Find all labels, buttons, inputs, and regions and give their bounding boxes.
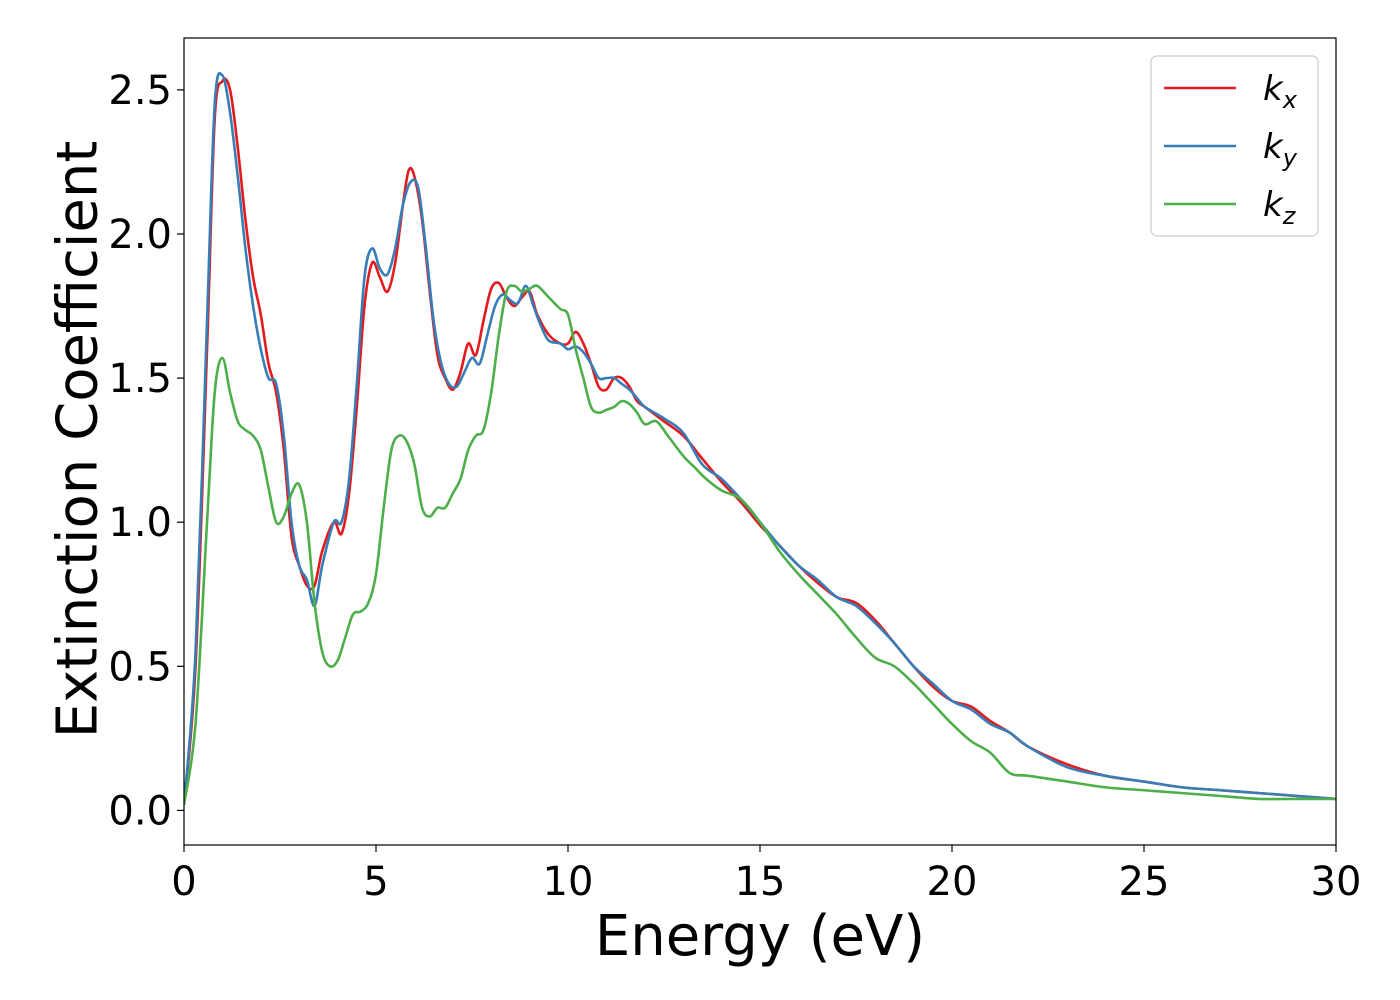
legend-label-y: ky (1263, 127, 1298, 172)
legend-label-x: kx (1263, 69, 1298, 114)
y-tick-label: 0.5 (108, 644, 172, 690)
y-tick-label: 1.5 (108, 356, 172, 402)
x-tick-label: 15 (735, 859, 786, 905)
y-tick-label: 2.5 (108, 68, 172, 114)
x-axis-ticks: 0 5 10 15 20 25 30 (171, 845, 1361, 905)
series-line-y (184, 71, 1336, 805)
x-tick-label: 20 (927, 859, 978, 905)
x-tick-label: 30 (1311, 859, 1362, 905)
x-tick-label: 0 (171, 859, 196, 905)
y-axis-ticks: 0.0 0.5 1.0 1.5 2.0 2.5 (108, 68, 184, 834)
y-axis-title: Extinction Coefficient (46, 141, 111, 739)
y-tick-label: 1.0 (108, 500, 172, 546)
legend: kx ky kz (1150, 55, 1319, 237)
y-tick-label: 2.0 (108, 212, 172, 258)
y-tick-label: 0.0 (108, 788, 172, 834)
series-line-z (184, 284, 1336, 805)
series-layer (184, 71, 1336, 805)
x-tick-label: 5 (363, 859, 388, 905)
x-axis-title: Energy (eV) (595, 904, 925, 969)
x-tick-label: 10 (543, 859, 594, 905)
legend-label-z: kz (1263, 185, 1297, 230)
x-tick-label: 25 (1119, 859, 1170, 905)
